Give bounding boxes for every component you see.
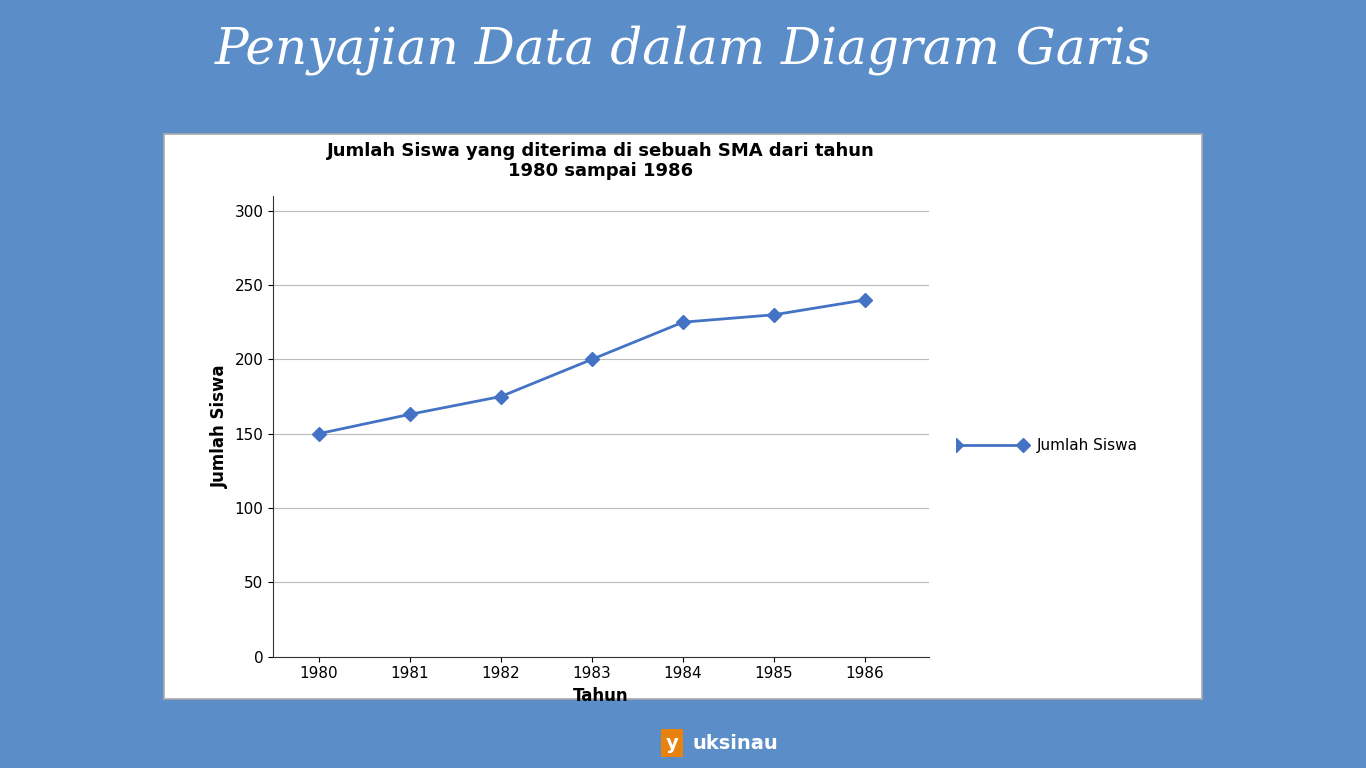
Text: Penyajian Data dalam Diagram Garis: Penyajian Data dalam Diagram Garis	[214, 25, 1152, 75]
Jumlah Siswa	[856, 295, 873, 304]
Jumlah Siswa	[766, 310, 783, 319]
Jumlah Siswa	[675, 318, 691, 327]
Title: Jumlah Siswa yang diterima di sebuah SMA dari tahun
1980 sampai 1986: Jumlah Siswa yang diterima di sebuah SMA…	[328, 141, 874, 180]
Text: Jumlah Siswa: Jumlah Siswa	[1037, 438, 1138, 453]
Line: Jumlah Siswa: Jumlah Siswa	[314, 295, 870, 439]
Jumlah Siswa	[493, 392, 510, 401]
Text: uksinau: uksinau	[693, 733, 779, 753]
Y-axis label: Jumlah Siswa: Jumlah Siswa	[210, 365, 229, 488]
Jumlah Siswa	[583, 355, 600, 364]
X-axis label: Tahun: Tahun	[574, 687, 628, 705]
Jumlah Siswa	[310, 429, 326, 439]
Text: y: y	[665, 733, 679, 753]
Jumlah Siswa	[402, 410, 418, 419]
